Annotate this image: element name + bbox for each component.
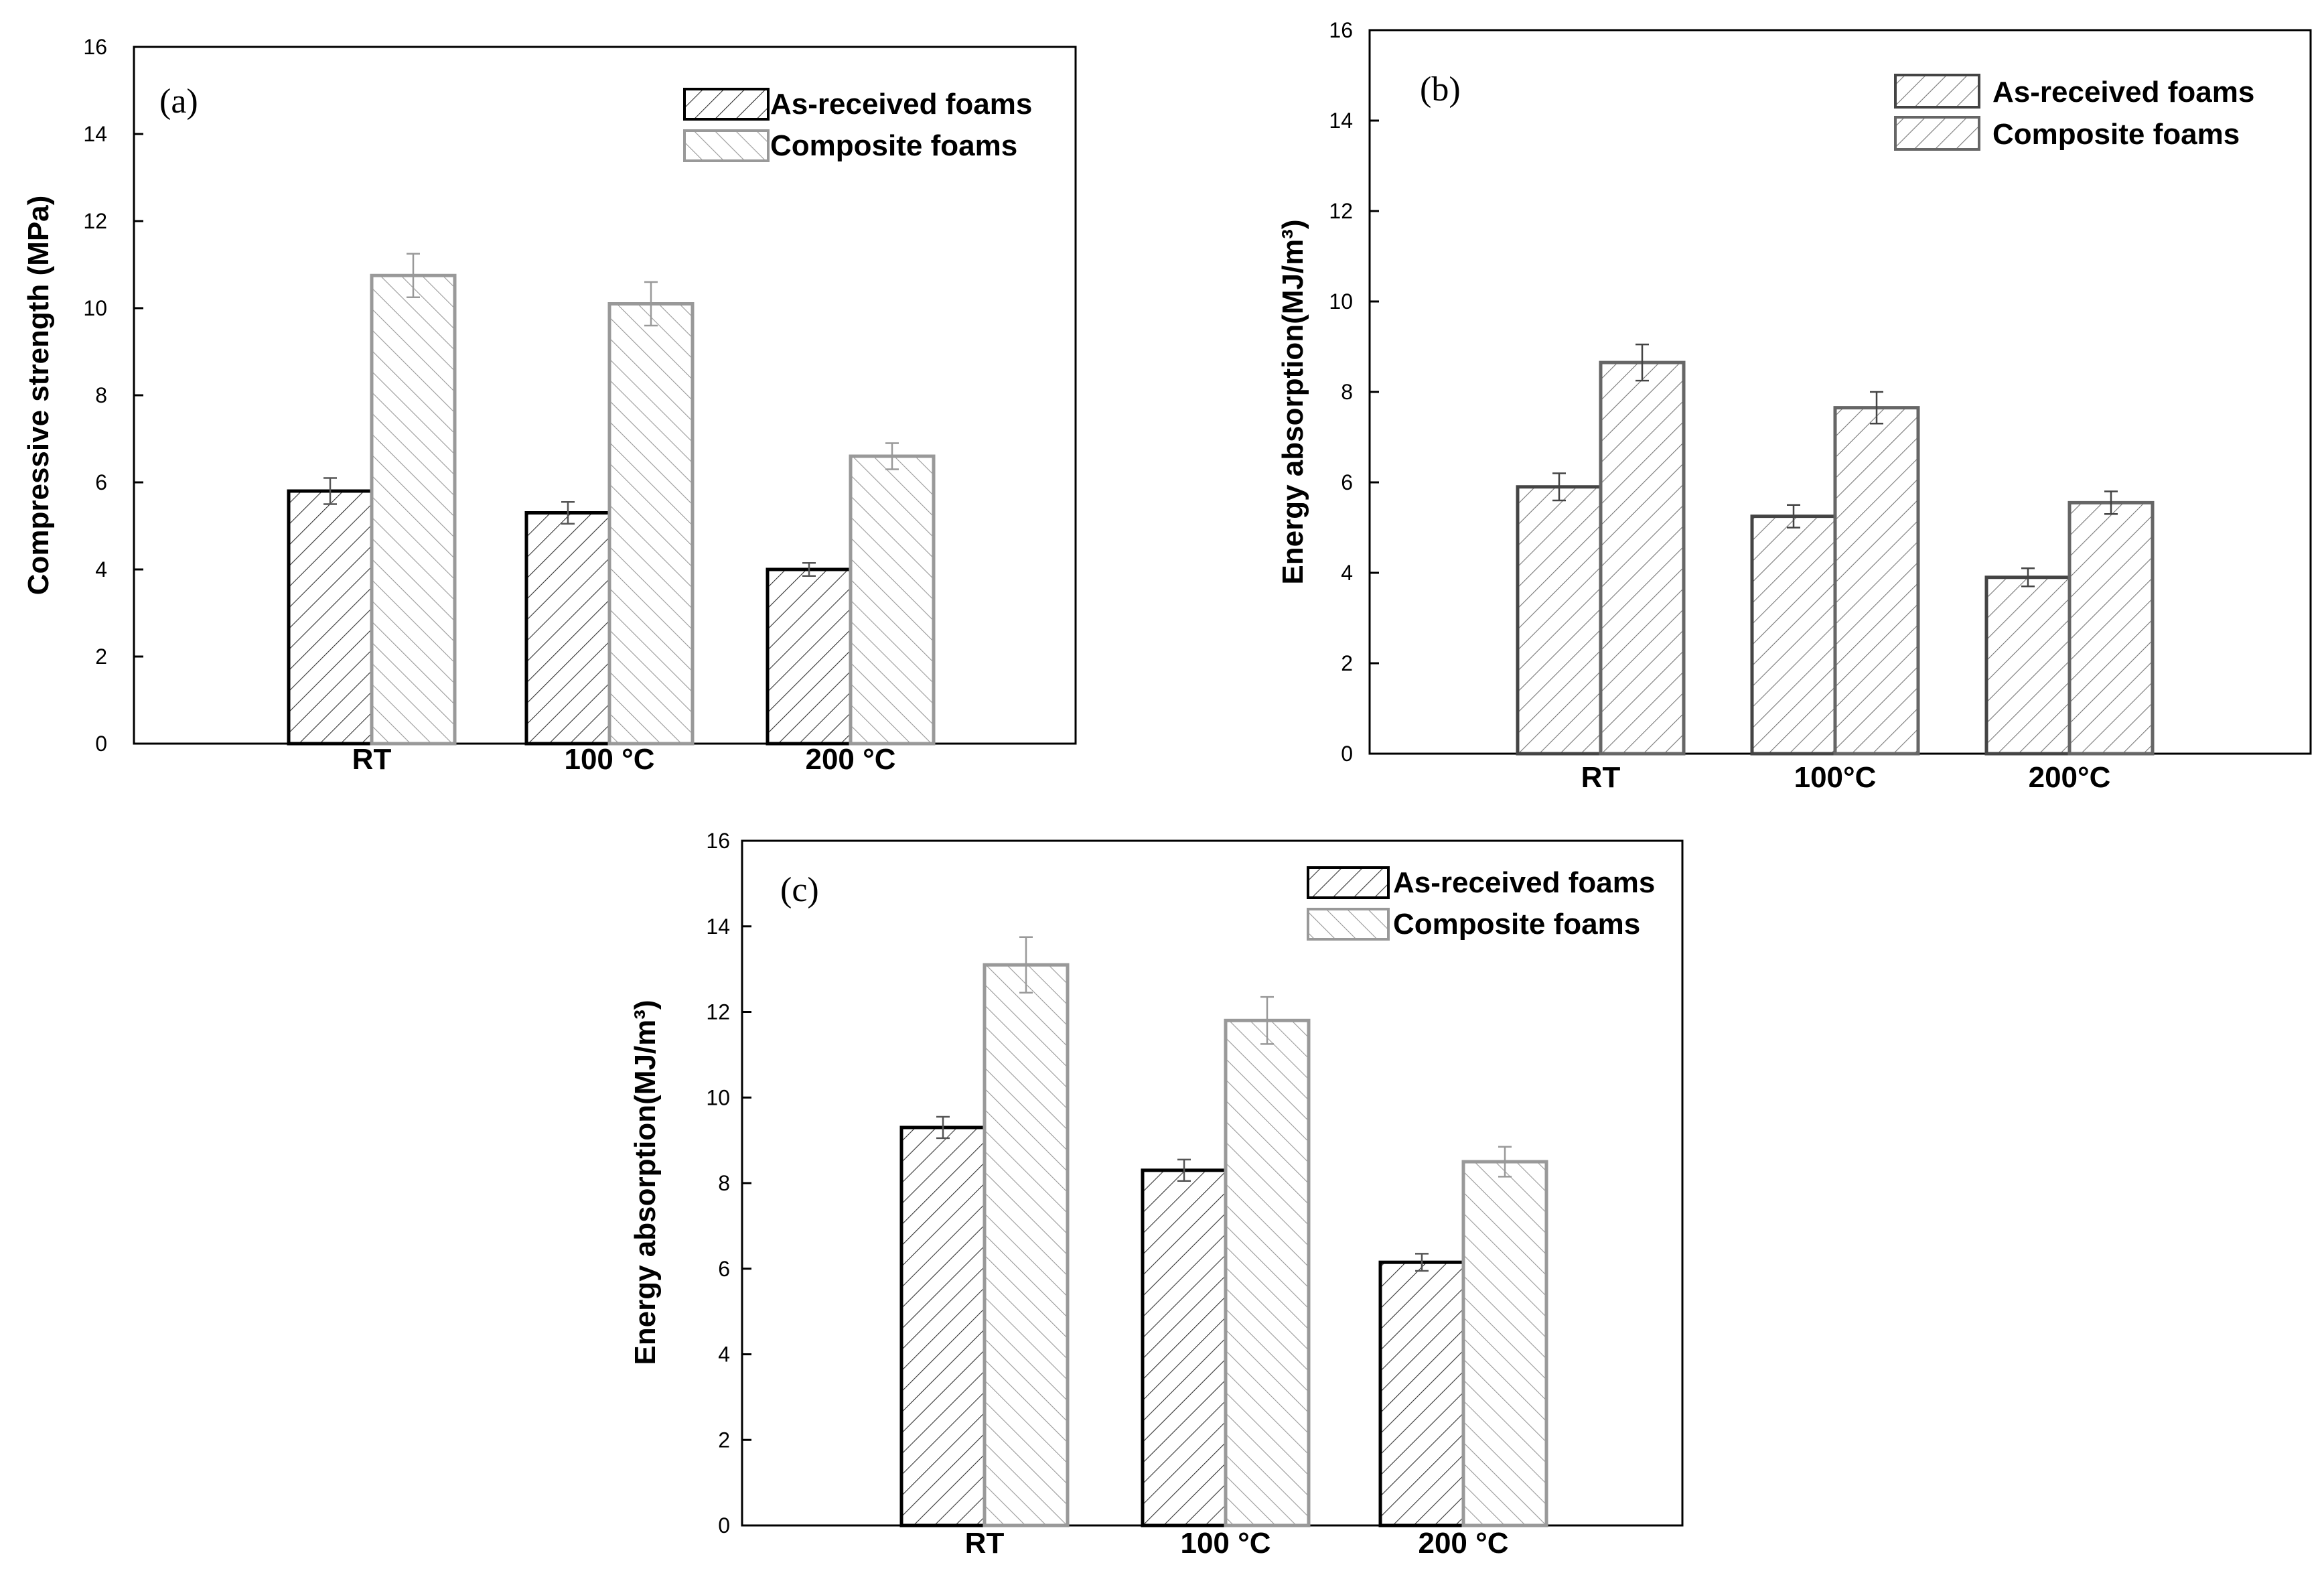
error-bar — [561, 501, 575, 525]
y-axis-title: Energy absorption(MJ/m³) — [629, 1000, 662, 1365]
x-category-label: 200 °C — [805, 743, 895, 776]
error-bar — [407, 253, 420, 298]
y-tick-label: 8 — [1341, 380, 1353, 404]
y-tick-label: 6 — [95, 470, 107, 494]
bar-composite — [983, 963, 1070, 1527]
error-bar — [1787, 504, 1800, 529]
legend-label-composite: Composite foams — [1992, 118, 2240, 151]
legend-label-composite: Composite foams — [1393, 908, 1640, 941]
y-tick-label: 4 — [95, 557, 107, 582]
y-tick-label: 6 — [718, 1257, 730, 1281]
x-category-label: 100°C — [1794, 761, 1877, 794]
y-tick-label: 8 — [718, 1171, 730, 1195]
y-tick-label: 12 — [706, 1000, 730, 1024]
legend-label-as-received: As-received foams — [1992, 76, 2254, 109]
bar-composite — [370, 273, 457, 746]
legend-label-composite: Composite foams — [770, 129, 1017, 162]
x-category-label: RT — [352, 743, 392, 776]
chart-panel-c: 0 2 4 6 8 10 12 14 16 RT 100 °C 200 °C Energy abso… — [629, 829, 1684, 1560]
bar-composite — [1599, 360, 1686, 756]
bar-as-received — [1378, 1260, 1465, 1527]
x-category-label: 100 °C — [564, 743, 654, 776]
panel-label: (c) — [780, 871, 819, 909]
bar-composite — [607, 302, 695, 746]
error-bar — [802, 562, 816, 577]
legend-swatch-composite — [683, 129, 770, 162]
error-bar — [2021, 567, 2035, 588]
legend-swatch-as-received — [1894, 74, 1980, 109]
legend: As-received foams Composite foams — [1894, 74, 2254, 151]
legend-swatch-as-received — [683, 88, 770, 121]
y-tick-label: 16 — [706, 829, 730, 853]
y-axis-title: Compressive strength (MPa) — [22, 196, 55, 596]
y-tick-label: 10 — [83, 296, 107, 320]
legend-label-as-received: As-received foams — [770, 88, 1032, 121]
chart-panel-a: 0 2 4 6 8 10 12 14 16 RT 100 °C 200 °C Compressive… — [22, 35, 1077, 776]
y-tick-label: 12 — [1329, 199, 1353, 223]
y-tick-label: 2 — [1341, 651, 1353, 675]
y-tick-label: 16 — [1329, 18, 1353, 42]
bar-as-received — [1141, 1168, 1228, 1527]
error-bar — [936, 1115, 950, 1140]
y-tick-label: 8 — [95, 383, 107, 407]
x-category-label: RT — [965, 1527, 1005, 1560]
y-tick-label: 0 — [1341, 742, 1353, 766]
error-bar — [1415, 1253, 1429, 1272]
bar-composite — [1224, 1018, 1311, 1527]
error-bar — [885, 442, 899, 470]
bar-composite — [1833, 406, 1920, 756]
error-bar — [1019, 936, 1033, 994]
y-axis-title: Energy absorption(MJ/m³) — [1277, 219, 1309, 584]
y-tick-label: 16 — [83, 35, 107, 59]
x-category-label: 100 °C — [1180, 1527, 1270, 1560]
legend-swatch-composite — [1894, 116, 1980, 151]
y-tick-label: 10 — [1329, 289, 1353, 314]
bar-as-received — [524, 511, 611, 746]
y-tick-label: 6 — [1341, 470, 1353, 494]
bar-as-received — [1750, 515, 1837, 756]
y-tick-label: 4 — [1341, 561, 1353, 585]
legend: As-received foams Composite foams — [683, 88, 1032, 162]
y-tick-label: 2 — [95, 644, 107, 669]
y-tick-label: 2 — [718, 1428, 730, 1452]
chart-panel-b: 0 2 4 6 8 10 12 14 16 RT 100°C 200°C Energy absorp… — [1277, 18, 2312, 794]
bar-composite — [2067, 500, 2155, 756]
x-category-label: 200 °C — [1418, 1527, 1508, 1560]
legend-swatch-composite — [1307, 908, 1390, 941]
error-bar — [1552, 472, 1566, 502]
error-bar — [1177, 1158, 1191, 1182]
error-bar — [1636, 343, 1649, 382]
bar-as-received — [766, 567, 853, 746]
x-category-label: RT — [1581, 761, 1621, 794]
y-tick-label: 0 — [718, 1513, 730, 1538]
legend: As-received foams Composite foams — [1307, 866, 1655, 941]
y-tick-label: 14 — [706, 914, 730, 939]
panel-label: (a) — [159, 82, 198, 121]
error-bar — [2104, 490, 2118, 515]
y-tick-label: 4 — [718, 1343, 730, 1367]
y-tick-label: 10 — [706, 1085, 730, 1109]
y-tick-label: 12 — [83, 209, 107, 233]
error-bar — [1870, 391, 1883, 425]
y-tick-label: 0 — [95, 732, 107, 756]
y-tick-label: 14 — [1329, 109, 1353, 133]
panel-label: (b) — [1420, 70, 1461, 109]
bar-composite — [1461, 1160, 1548, 1527]
legend-label-as-received: As-received foams — [1393, 866, 1655, 899]
error-bar — [1498, 1146, 1512, 1178]
bar-as-received — [287, 489, 374, 746]
error-bar — [644, 281, 658, 327]
bar-as-received — [1984, 575, 2072, 756]
error-bar — [323, 477, 337, 505]
error-bar — [1260, 996, 1274, 1045]
bar-composite — [849, 454, 936, 746]
x-category-label: 200°C — [2029, 761, 2111, 794]
y-tick-label: 14 — [83, 122, 107, 146]
bar-as-received — [899, 1125, 987, 1527]
legend-swatch-as-received — [1307, 866, 1390, 899]
bar-as-received — [1516, 485, 1603, 756]
